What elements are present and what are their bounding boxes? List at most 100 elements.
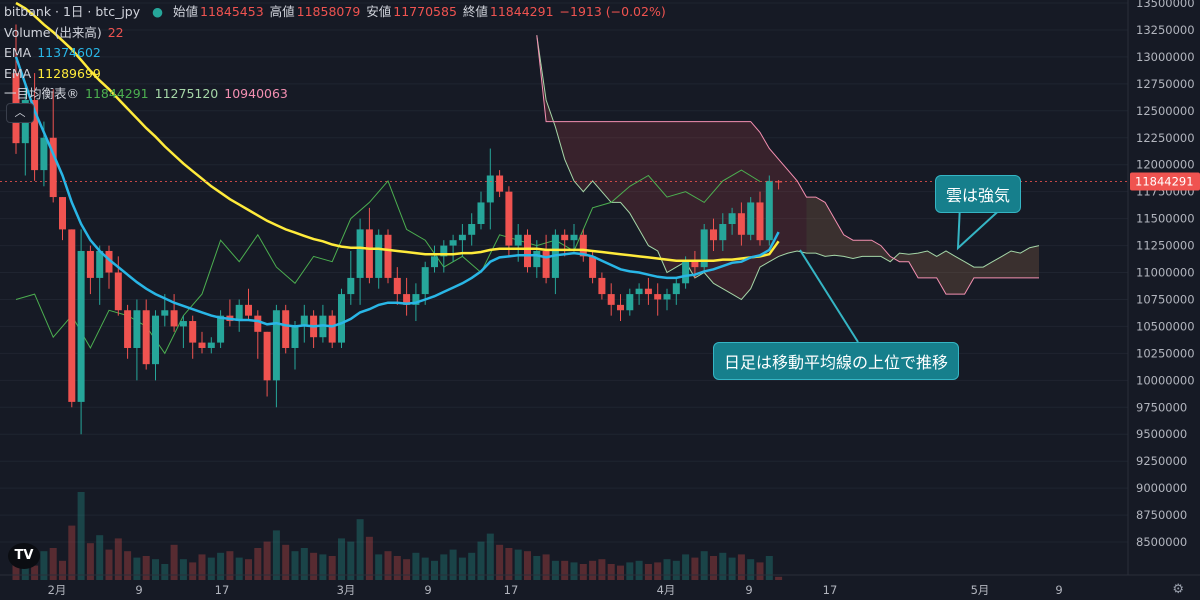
volume-bar <box>282 544 290 580</box>
candle-body <box>403 294 411 305</box>
ema-fast-value: 11374602 <box>37 45 101 60</box>
ichimoku-cloud-bullish <box>806 197 1039 295</box>
volume-bar <box>505 548 513 580</box>
volume-bar <box>431 560 438 580</box>
chevron-up-icon[interactable]: ︿ <box>6 103 34 123</box>
volume-bar <box>226 551 234 580</box>
candle-body <box>765 180 773 241</box>
time-tick-label: 17 <box>215 583 230 597</box>
volume-bar <box>49 548 57 580</box>
volume-bar <box>291 551 299 580</box>
candle-body <box>756 202 764 241</box>
candle-body <box>496 175 504 192</box>
volume-bar <box>375 554 383 580</box>
candle-body <box>747 202 755 235</box>
volume-bar <box>142 556 150 580</box>
candle-body <box>170 310 178 327</box>
volume-bar <box>617 565 624 580</box>
volume-bar <box>496 544 504 580</box>
volume-bar <box>440 554 448 580</box>
candle-body <box>617 304 624 311</box>
price-tick-label: 9500000 <box>1136 427 1187 441</box>
ichimoku-span-a <box>536 35 1040 301</box>
candle-body <box>710 229 717 241</box>
volume-bar <box>691 557 699 580</box>
candle-body <box>142 310 150 365</box>
legend-ema-fast[interactable]: EMA 11374602 <box>4 43 668 64</box>
candle-body <box>291 326 299 348</box>
symbol-title[interactable]: bitbank · 1日 · btc_jpy <box>4 4 141 19</box>
candle-body <box>300 315 308 327</box>
candle-body <box>505 191 513 246</box>
candle-body <box>589 256 597 278</box>
candle-body <box>486 175 494 203</box>
volume-bar <box>189 562 197 580</box>
legend-volume[interactable]: Volume (出来高) 22 <box>4 23 668 44</box>
candle-body <box>719 224 727 241</box>
volume-bar <box>68 525 76 580</box>
price-tick-label: 13250000 <box>1136 23 1195 37</box>
time-tick-label: 4月 <box>657 583 676 597</box>
ichimoku-value-2: 11275120 <box>154 86 219 101</box>
price-tick-label: 8750000 <box>1136 508 1187 522</box>
volume-bar <box>626 562 634 580</box>
price-tick-label: 10750000 <box>1136 292 1195 306</box>
last-price-label: 11844291 <box>1135 175 1194 189</box>
candle-body <box>189 321 197 343</box>
candle-body <box>626 294 634 311</box>
ema-slow-line <box>15 1 780 262</box>
legend-ichimoku[interactable]: 一目均衡表® 11844291 11275120 10940063 <box>4 84 668 105</box>
time-tick-label: 17 <box>823 583 838 597</box>
ema-fast-line <box>14 56 780 328</box>
candle-body <box>579 234 587 257</box>
volume-bar <box>551 560 559 580</box>
volume-bar <box>217 552 225 580</box>
candle-body <box>207 342 215 348</box>
volume-value: 22 <box>107 24 124 40</box>
candle-body <box>272 310 280 381</box>
volume-bar <box>365 536 373 580</box>
candle-body <box>542 250 550 278</box>
legend-header: bitbank · 1日 · btc_jpy ● 始値 11845453 高値 11… <box>4 2 668 23</box>
volume-bar <box>412 552 420 580</box>
ichimoku-value-1: 11844291 <box>85 86 149 101</box>
candle-body <box>96 250 104 278</box>
volume-bar <box>254 548 262 580</box>
ema-slow-value: 11289699 <box>37 65 101 81</box>
candle-body <box>235 304 243 322</box>
volume-bar <box>477 541 485 580</box>
legend-ema-slow[interactable]: EMA 11289699 <box>4 64 668 85</box>
candle-body <box>282 310 290 348</box>
candle-body <box>728 213 736 225</box>
candle-body <box>524 234 531 268</box>
price-tick-label: 11250000 <box>1136 239 1195 253</box>
volume-bar <box>328 556 336 580</box>
candle-body <box>356 229 364 278</box>
candle-body <box>124 310 132 348</box>
candle-body <box>654 294 662 300</box>
ohlc-open-value: 11845453 <box>200 4 264 19</box>
volume-bar <box>12 564 20 580</box>
volume-bar <box>179 559 187 580</box>
volume-bar <box>672 560 680 580</box>
candle-body <box>263 331 271 381</box>
candle-body <box>254 315 262 332</box>
ohlc-close-value: 11844291 <box>489 4 554 19</box>
candle-body <box>663 294 671 300</box>
price-tick-label: 11500000 <box>1136 212 1195 226</box>
settings-gear-icon[interactable]: ⚙ <box>1172 582 1184 597</box>
candle-body <box>477 202 485 225</box>
volume-bar <box>393 556 401 580</box>
time-tick-label: 2月 <box>48 583 67 597</box>
price-axis-background <box>1128 0 1200 600</box>
volume-bar <box>710 556 717 580</box>
candle-body <box>31 100 39 171</box>
volume-bar <box>347 541 355 580</box>
tradingview-logo-icon[interactable]: TV <box>8 543 40 569</box>
price-tick-label: 13000000 <box>1136 50 1195 64</box>
time-tick-label: 9 <box>1055 583 1062 597</box>
volume-bar <box>59 560 66 580</box>
candle-body <box>375 234 383 278</box>
price-tick-label: 9750000 <box>1136 400 1187 414</box>
